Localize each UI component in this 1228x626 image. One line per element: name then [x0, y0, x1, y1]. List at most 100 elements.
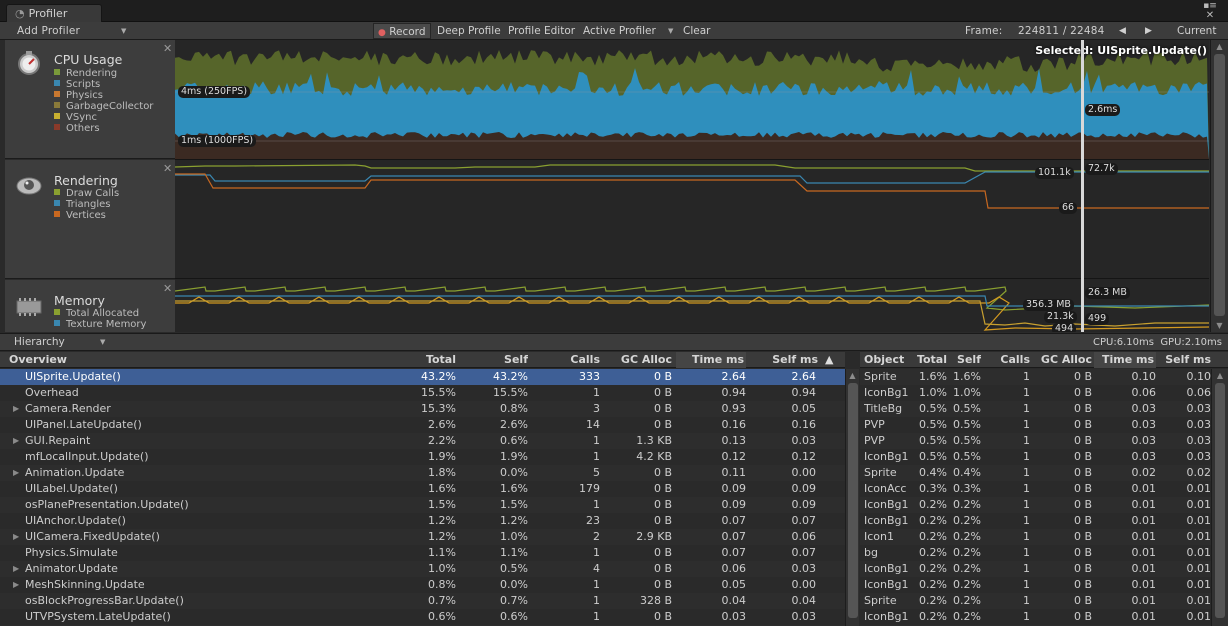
- column-header-self-ms[interactable]: Self ms: [772, 353, 818, 366]
- overview-scrollbar[interactable]: ▲: [845, 369, 859, 626]
- column-header-overview[interactable]: Overview: [9, 353, 67, 366]
- expand-arrow-icon[interactable]: ▶: [13, 532, 20, 541]
- table-row[interactable]: ▶ UICamera.FixedUpdate() 1.2% 1.0% 2 2.9 KB 0.…: [0, 529, 845, 545]
- active-profiler-dropdown[interactable]: Active Profiler ▼: [579, 23, 679, 39]
- memory-total-allocated-line: [175, 286, 1209, 311]
- close-icon[interactable]: ✕: [163, 162, 173, 175]
- table-row[interactable]: UTVPSystem.LateUpdate() 0.6% 0.6% 1 0 B 0.03 0…: [0, 609, 845, 625]
- add-profiler-dropdown[interactable]: Add Profiler ▼: [17, 22, 126, 40]
- close-icon[interactable]: ✕: [1205, 10, 1215, 21]
- clear-button[interactable]: Clear: [683, 25, 711, 37]
- expand-arrow-icon[interactable]: ▶: [13, 580, 20, 589]
- table-row[interactable]: IconBg1 0.2% 0.2% 1 0 B 0.01 0.01: [860, 561, 1211, 577]
- table-row[interactable]: PVP 0.5% 0.5% 1 0 B 0.03 0.03: [860, 433, 1211, 449]
- legend-item-physics[interactable]: Physics: [54, 90, 153, 101]
- next-frame-icon[interactable]: ▶: [1145, 26, 1152, 36]
- table-row[interactable]: IconBg1 0.2% 0.2% 1 0 B 0.01 0.01: [860, 497, 1211, 513]
- table-row[interactable]: Physics.Simulate 1.1% 1.1% 1 0 B 0.07 0.07: [0, 545, 845, 561]
- scroll-thumb[interactable]: [1215, 383, 1225, 618]
- view-mode-dropdown[interactable]: Hierarchy ▼: [8, 335, 112, 350]
- table-row[interactable]: ▶ Camera.Render 15.3% 0.8% 3 0 B 0.93 0.05: [0, 401, 845, 417]
- expand-arrow-icon[interactable]: ▶: [13, 468, 20, 477]
- cpu-legend: Rendering Scripts Physics GarbageCollect…: [54, 68, 153, 134]
- scroll-thumb[interactable]: [848, 383, 858, 618]
- legend-item-vsync[interactable]: VSync: [54, 112, 153, 123]
- table-row[interactable]: Sprite 1.6% 1.6% 1 0 B 0.10 0.10: [860, 369, 1211, 385]
- table-row[interactable]: IconAcc 0.3% 0.3% 1 0 B 0.01 0.01: [860, 481, 1211, 497]
- scroll-up-icon[interactable]: ▲: [1216, 371, 1224, 380]
- legend-item-others[interactable]: Others: [54, 123, 153, 134]
- rendering-module[interactable]: Rendering ✕ Draw Calls Triangles Vertice…: [5, 160, 175, 279]
- window-controls[interactable]: ▪≡ ✕: [1200, 1, 1220, 21]
- column-header-gc-alloc[interactable]: GC Alloc: [620, 353, 672, 366]
- expand-arrow-icon[interactable]: ▶: [13, 436, 20, 445]
- legend-item-total-allocated[interactable]: Total Allocated: [54, 308, 146, 319]
- column-header-self[interactable]: Self: [504, 353, 528, 366]
- table-row[interactable]: Icon1 0.2% 0.2% 1 0 B 0.01 0.01: [860, 529, 1211, 545]
- object-scrollbar[interactable]: ▲: [1211, 369, 1228, 626]
- table-row[interactable]: Overhead 15.5% 15.5% 1 0 B 0.94 0.94: [0, 385, 845, 401]
- column-header-total[interactable]: Total: [916, 353, 947, 366]
- table-row[interactable]: UIPanel.LateUpdate() 2.6% 2.6% 14 0 B 0.16 0.1…: [0, 417, 845, 433]
- legend-item-vertices[interactable]: Vertices: [54, 210, 119, 221]
- column-header-calls[interactable]: Calls: [570, 353, 600, 366]
- column-header-gc-alloc[interactable]: GC Alloc: [1040, 353, 1092, 366]
- expand-arrow-icon[interactable]: ▶: [13, 564, 20, 573]
- legend-item-draw-calls[interactable]: Draw Calls: [54, 188, 119, 199]
- deep-profile-button[interactable]: Deep Profile: [437, 25, 501, 37]
- scroll-up-icon[interactable]: ▲: [849, 371, 856, 380]
- legend-item-garbagecollector[interactable]: GarbageCollector: [54, 101, 153, 112]
- current-frame-button[interactable]: Current: [1177, 25, 1217, 37]
- legend-item-texture-memory[interactable]: Texture Memory: [54, 319, 146, 330]
- legend-item-scripts[interactable]: Scripts: [54, 79, 153, 90]
- scroll-down-icon[interactable]: ▼: [1216, 321, 1223, 330]
- table-row[interactable]: bg 0.2% 0.2% 1 0 B 0.01 0.01: [860, 545, 1211, 561]
- column-header-time-ms[interactable]: Time ms: [676, 352, 746, 368]
- prev-frame-icon[interactable]: ◀: [1119, 26, 1126, 36]
- profile-editor-button[interactable]: Profile Editor: [508, 25, 576, 37]
- column-header-self-ms[interactable]: Self ms: [1165, 353, 1211, 366]
- table-row[interactable]: IconBg1 0.2% 0.2% 1 0 B 0.01 0.01: [860, 577, 1211, 593]
- scroll-up-icon[interactable]: ▲: [1216, 42, 1223, 51]
- profiler-tab[interactable]: ◔ Profiler: [6, 4, 102, 23]
- column-header-time-ms[interactable]: Time ms: [1094, 352, 1156, 368]
- table-row[interactable]: ▶ Animator.Update 1.0% 0.5% 4 0 B 0.06 0.03: [0, 561, 845, 577]
- sort-arrow-icon[interactable]: ▲: [825, 353, 834, 366]
- column-header-calls[interactable]: Calls: [1000, 353, 1030, 366]
- table-row[interactable]: IconBg1 0.5% 0.5% 1 0 B 0.03 0.03: [860, 449, 1211, 465]
- column-header-self[interactable]: Self: [957, 353, 981, 366]
- timeline-graph-area[interactable]: Selected: UISprite.Update() 4ms (250FPS)…: [175, 40, 1209, 332]
- table-row[interactable]: Sprite 0.4% 0.4% 1 0 B 0.02 0.02: [860, 465, 1211, 481]
- table-row[interactable]: Sprite 0.2% 0.2% 1 0 B 0.01 0.01: [860, 593, 1211, 609]
- row-calls: 1: [1023, 482, 1030, 495]
- table-row[interactable]: IconBg1 0.2% 0.2% 1 0 B 0.01 0.01: [860, 609, 1211, 625]
- table-row[interactable]: ▶ Animation.Update 1.8% 0.0% 5 0 B 0.11 0.00: [0, 465, 845, 481]
- frame-cursor-line[interactable]: [1081, 40, 1084, 332]
- table-row[interactable]: IconBg1 1.0% 1.0% 1 0 B 0.06 0.06: [860, 385, 1211, 401]
- table-row[interactable]: osBlockProgressBar.Update() 0.7% 0.7% 1 328 …: [0, 593, 845, 609]
- legend-item-rendering[interactable]: Rendering: [54, 68, 153, 79]
- table-row[interactable]: UILabel.Update() 1.6% 1.6% 179 0 B 0.09 0.09: [0, 481, 845, 497]
- table-row[interactable]: TitleBg 0.5% 0.5% 1 0 B 0.03 0.03: [860, 401, 1211, 417]
- close-icon[interactable]: ✕: [163, 42, 173, 55]
- table-row[interactable]: osPlanePresentation.Update() 1.5% 1.5% 1 0 B…: [0, 497, 845, 513]
- table-row[interactable]: ▶ MeshSkinning.Update 0.8% 0.0% 1 0 B 0.05 0.00: [0, 577, 845, 593]
- legend-swatch: [54, 309, 60, 315]
- expand-arrow-icon[interactable]: ▶: [13, 404, 20, 413]
- table-row[interactable]: ▶ GUI.Repaint 2.2% 0.6% 1 1.3 KB 0.13 0.03: [0, 433, 845, 449]
- table-row[interactable]: IconBg1 0.2% 0.2% 1 0 B 0.01 0.01: [860, 513, 1211, 529]
- record-button[interactable]: ● Record: [373, 23, 431, 39]
- column-header-total[interactable]: Total: [425, 353, 456, 366]
- table-row[interactable]: UISprite.Update() 43.2% 43.2% 333 0 B 2.64 2.6…: [0, 369, 845, 385]
- scroll-thumb[interactable]: [1214, 54, 1225, 316]
- column-header-object[interactable]: Object: [864, 353, 905, 366]
- menu-icon[interactable]: ▪≡: [1203, 1, 1217, 11]
- table-row[interactable]: UIAnchor.Update() 1.2% 1.2% 23 0 B 0.07 0.07: [0, 513, 845, 529]
- legend-item-triangles[interactable]: Triangles: [54, 199, 119, 210]
- table-row[interactable]: PVP 0.5% 0.5% 1 0 B 0.03 0.03: [860, 417, 1211, 433]
- graph-scrollbar[interactable]: ▲ ▼: [1210, 40, 1228, 332]
- table-row[interactable]: mfLocalInput.Update() 1.9% 1.9% 1 4.2 KB 0.12…: [0, 449, 845, 465]
- memory-module[interactable]: Memory ✕ Total Allocated Texture Memory: [5, 280, 175, 332]
- close-icon[interactable]: ✕: [163, 282, 173, 295]
- cpu-usage-module[interactable]: CPU Usage ✕ Rendering Scripts Physics Ga…: [5, 40, 175, 159]
